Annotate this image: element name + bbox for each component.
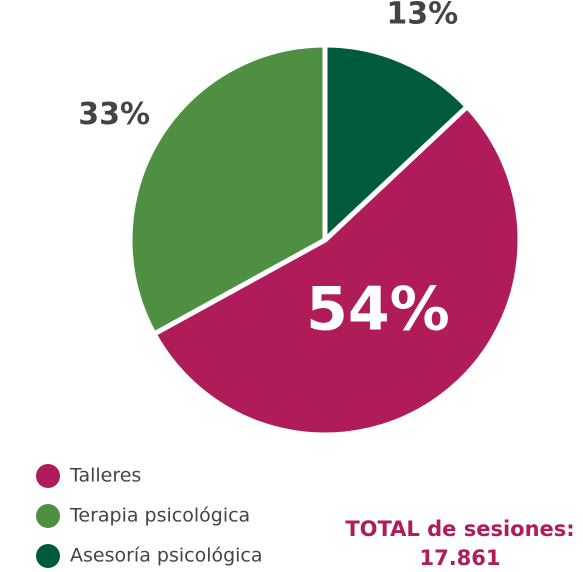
legend-label: Terapia psicológica bbox=[69, 505, 250, 527]
total-label: TOTAL de sesiones: bbox=[345, 517, 574, 541]
pie-slice bbox=[127, 42, 328, 337]
pie-slice bbox=[151, 104, 523, 438]
slice-label: 33% bbox=[78, 97, 150, 132]
legend-swatch bbox=[36, 504, 60, 528]
slice-label: 54% bbox=[306, 274, 450, 344]
legend-label: Talleres bbox=[69, 465, 141, 487]
pie-slice bbox=[322, 42, 470, 243]
total-value: 17.861 bbox=[419, 546, 500, 570]
legend-swatch bbox=[36, 464, 60, 488]
legend-label: Asesoría psicológica bbox=[70, 545, 263, 567]
legend-swatch bbox=[36, 544, 60, 568]
slice-label: 13% bbox=[386, 0, 458, 32]
